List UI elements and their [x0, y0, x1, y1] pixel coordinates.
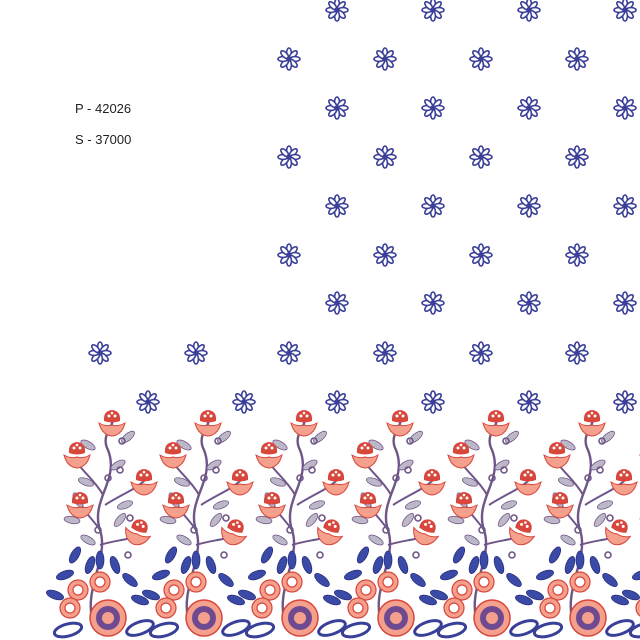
small-flower-icon [421, 96, 445, 120]
small-flower-icon [517, 0, 541, 22]
small-flower-icon [421, 291, 445, 315]
border-motif [237, 410, 349, 639]
border-motif [141, 410, 253, 639]
small-flower-icon [517, 390, 541, 414]
border-motif [333, 410, 445, 639]
small-flower-icon [325, 96, 349, 120]
small-flower-icon [277, 341, 301, 365]
small-flower-icon [373, 47, 397, 71]
border-motif [429, 410, 541, 639]
small-flower-icon [325, 194, 349, 218]
small-flower-icon [421, 390, 445, 414]
design-code-s: S - 37000 [75, 132, 132, 147]
small-flower-icon [469, 47, 493, 71]
small-flower-icon [565, 145, 589, 169]
small-flower-icon [277, 47, 301, 71]
small-flower-icon [613, 194, 637, 218]
small-flower-icon [88, 341, 112, 365]
design-code-p: P - 42026 [75, 101, 132, 116]
border-motif [45, 410, 157, 639]
small-flower-icon [277, 243, 301, 267]
small-flower-icon [421, 194, 445, 218]
small-flower-icon [517, 194, 541, 218]
small-flower-icon [613, 291, 637, 315]
small-flower-icon [325, 0, 349, 22]
small-flower-icon [277, 145, 301, 169]
small-flower-icon [565, 47, 589, 71]
small-flower-icon [373, 341, 397, 365]
small-flower-icon [469, 341, 493, 365]
small-flower-icon [421, 0, 445, 22]
small-flower-icon [517, 291, 541, 315]
floral-border [45, 410, 640, 639]
small-flower-icon [373, 145, 397, 169]
small-flower-icon [325, 291, 349, 315]
small-flower-icon [565, 243, 589, 267]
small-flower-icon [136, 390, 160, 414]
small-flower-grid [88, 0, 637, 414]
small-flower-icon [184, 341, 208, 365]
small-flower-icon [613, 96, 637, 120]
small-flower-icon [613, 0, 637, 22]
small-flower-icon [232, 390, 256, 414]
small-flower-icon [373, 243, 397, 267]
small-flower-icon [469, 243, 493, 267]
small-flower-icon [565, 341, 589, 365]
border-motif [525, 410, 637, 639]
small-flower-icon [517, 96, 541, 120]
small-flower-icon [613, 390, 637, 414]
small-flower-icon [469, 145, 493, 169]
small-flower-icon [325, 390, 349, 414]
